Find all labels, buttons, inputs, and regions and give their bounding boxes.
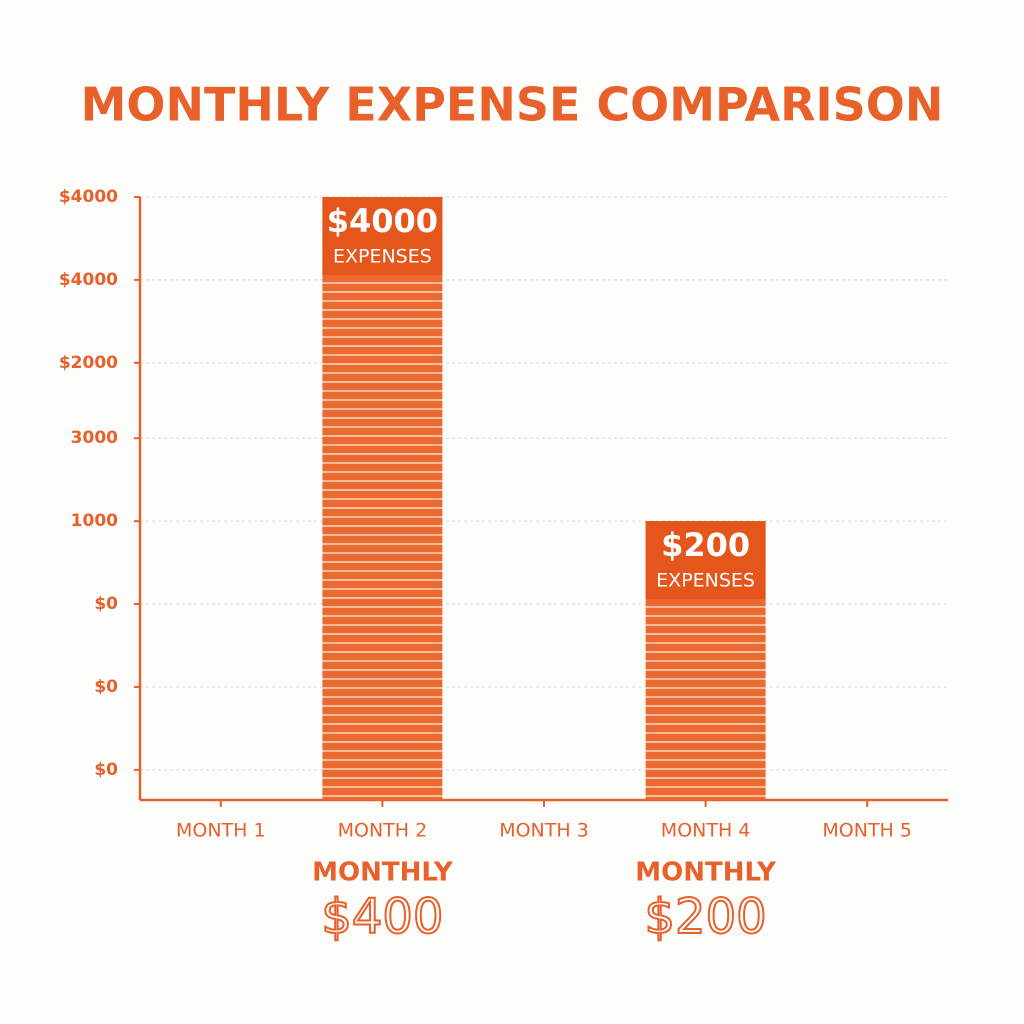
- y-tick-label: $0: [94, 677, 118, 697]
- x-tick-label: MONTH 2: [338, 820, 428, 842]
- chart-title: MONTHLY EXPENSE COMPARISON: [81, 78, 944, 132]
- y-tick-label: $2000: [59, 353, 118, 373]
- bar-label-box: [645, 521, 766, 600]
- y-tick-label: $0: [94, 594, 118, 614]
- footer-amount: $200: [645, 889, 767, 945]
- x-tick-label: MONTH 4: [661, 820, 751, 842]
- y-tick-label: $4000: [59, 270, 118, 290]
- y-tick-label: $4000: [59, 187, 118, 207]
- y-tick-label: 1000: [71, 511, 118, 531]
- bar-label-amount: $4000: [327, 202, 438, 240]
- bar: [322, 197, 443, 800]
- y-tick-label: $0: [94, 760, 118, 780]
- footer-amount: $400: [321, 889, 443, 945]
- footer-caption: MONTHLY: [312, 858, 454, 888]
- bar-label-amount: $200: [661, 526, 750, 564]
- footer-caption: MONTHLY: [635, 858, 777, 888]
- x-tick-label: MONTH 3: [499, 820, 589, 842]
- y-tick-label: 3000: [71, 428, 118, 448]
- bar-label-box: [322, 197, 443, 275]
- bar-label-caption: EXPENSES: [333, 246, 432, 268]
- bar-label-caption: EXPENSES: [656, 570, 755, 592]
- x-tick-label: MONTH 1: [176, 820, 266, 842]
- x-tick-label: MONTH 5: [822, 820, 912, 842]
